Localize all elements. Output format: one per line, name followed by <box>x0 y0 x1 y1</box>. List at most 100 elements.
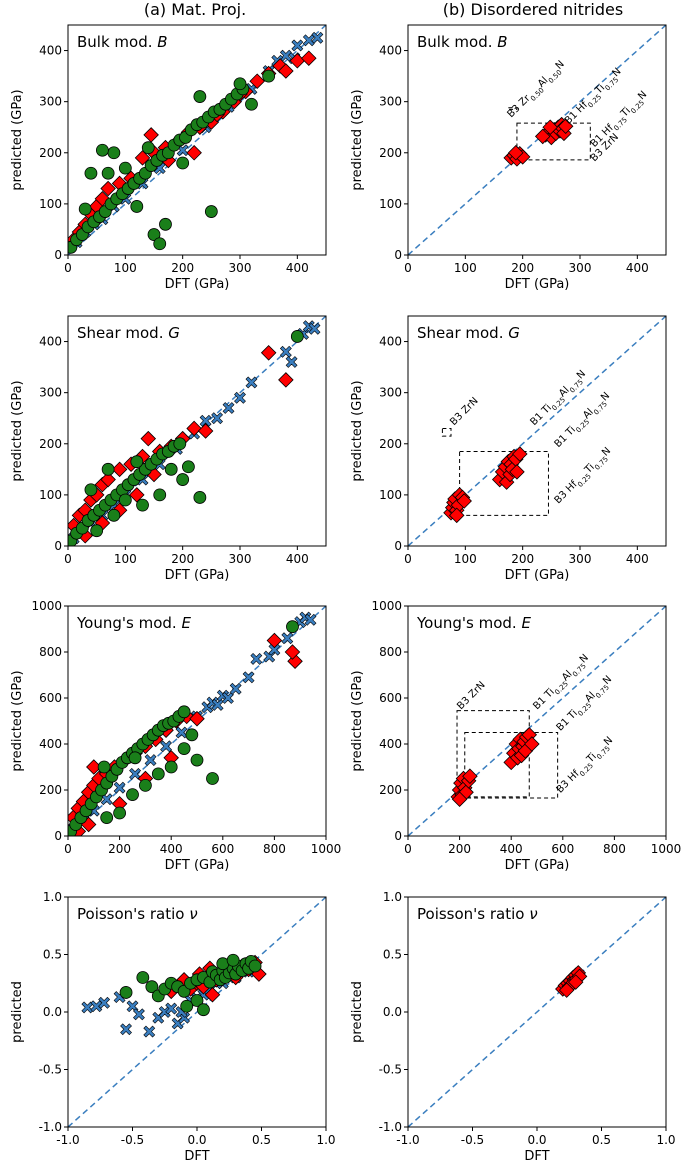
point-diamond <box>249 73 265 89</box>
point-diamond <box>287 653 303 669</box>
point-circle <box>153 237 167 251</box>
point-circle <box>173 437 187 451</box>
y-tick-label: 400 <box>39 335 62 349</box>
plot-frame <box>407 315 667 547</box>
x-tick-label: -0.5 <box>461 1133 484 1147</box>
y-axis-label: predicted (GPa) <box>350 89 365 190</box>
point-circle <box>90 524 104 538</box>
x-tick-label: 800 <box>603 842 626 856</box>
plot-area <box>408 897 666 1127</box>
panel-poisson-dn: -1.0 -0.5 0.0 0.5 1.0 -1.0 -0.5 0.0 0.5 1.0 DFT pre… <box>350 890 676 1164</box>
x-axis-label: DFT (GPa) <box>505 858 570 873</box>
point-cross <box>113 781 126 794</box>
x-tick-label: 300 <box>229 261 252 275</box>
y-tick-label: 800 <box>379 645 402 659</box>
y-tick-label: 300 <box>379 386 402 400</box>
x-tick-label: 100 <box>454 261 477 275</box>
y-tick-label: 400 <box>39 44 62 58</box>
point-circle <box>248 959 262 973</box>
panel-title: Bulk mod. B <box>417 33 508 51</box>
point-diamond <box>129 487 145 503</box>
x-tick-label: 0 <box>64 261 72 275</box>
y-tick-label: -0.5 <box>39 1063 62 1077</box>
point-circle <box>177 742 191 755</box>
point-circle <box>190 994 204 1007</box>
point-circle <box>130 200 144 213</box>
y-axis-label: predicted <box>10 981 25 1043</box>
point-circle <box>96 143 109 157</box>
point-circle <box>181 460 195 474</box>
x-tick-label: 0 <box>404 552 412 566</box>
x-tick-label: 100 <box>114 552 137 566</box>
point-cross <box>242 671 255 684</box>
point-circle <box>290 330 304 343</box>
x-tick-label: 0.5 <box>252 1133 271 1147</box>
annotation-label: B1 Ti0.25Al0.75N <box>528 368 590 430</box>
point-diamond <box>278 372 294 388</box>
point-diamond <box>558 982 575 998</box>
point-cross <box>234 391 246 404</box>
x-tick-label: 200 <box>511 261 534 275</box>
plot-frame <box>67 605 327 837</box>
point-diamond <box>534 128 551 145</box>
x-tick-label: 0 <box>404 842 412 856</box>
panels: 0 100 200 300 400 0 100 200 300 400 DFT (GPa) predi… <box>10 24 681 1164</box>
point-circle <box>190 753 204 767</box>
y-tick-label: 100 <box>39 488 62 502</box>
plot-area <box>68 316 326 546</box>
point-diamond <box>140 430 157 447</box>
annotation-label: B3 ZrN <box>448 396 480 428</box>
point-circle <box>101 462 115 476</box>
annotation-box <box>464 732 559 799</box>
point-circle <box>136 498 149 512</box>
x-tick-label: 1.0 <box>316 1133 335 1147</box>
diagonal-line <box>408 25 666 255</box>
y-tick-label: 0 <box>394 248 402 262</box>
y-tick-label: -1.0 <box>379 1120 402 1134</box>
annotation-label: B3 Hf0.25Ti0.75N <box>555 735 618 798</box>
diagonal-line <box>408 316 666 546</box>
point-circle <box>245 97 258 111</box>
point-cross <box>304 613 317 626</box>
column-title-mat-proj: (a) Mat. Proj. <box>144 0 246 19</box>
point-cross <box>133 1008 145 1021</box>
point-diamond <box>186 145 202 161</box>
x-tick-label: 300 <box>569 261 592 275</box>
point-cross <box>302 34 315 47</box>
x-tick-label: 200 <box>511 552 534 566</box>
annotation-box <box>441 427 452 437</box>
point-circle <box>177 705 191 719</box>
x-tick-label: 0 <box>404 261 412 275</box>
y-tick-label: 300 <box>39 386 62 400</box>
x-axis-label: DFT (GPa) <box>165 277 230 292</box>
point-cross <box>211 412 223 425</box>
panel-title: Poisson's ratio ν <box>417 905 538 923</box>
y-axis-label: predicted (GPa) <box>350 380 365 481</box>
y-tick-label: 300 <box>39 95 62 109</box>
annotation-label: B3 Zr0.50Al0.50N <box>506 59 569 122</box>
panel-title: Young's mod. E <box>416 614 531 632</box>
x-tick-label: 200 <box>448 842 471 856</box>
y-tick-label: 400 <box>379 44 402 58</box>
column-title-disordered-nitrides: (b) Disordered nitrides <box>443 0 623 19</box>
point-circle <box>119 986 133 999</box>
x-axis-label: DFT <box>524 1149 549 1164</box>
point-circle <box>164 760 178 774</box>
y-tick-label: 0 <box>54 539 62 553</box>
point-diamond <box>462 768 478 784</box>
point-cross <box>250 652 263 665</box>
point-circle <box>206 772 219 785</box>
diagonal-line <box>408 606 666 836</box>
point-cross <box>222 402 235 414</box>
y-tick-label: 0.5 <box>383 948 402 962</box>
point-cross <box>222 692 234 704</box>
panel-title: Young's mod. E <box>76 614 191 632</box>
point-cross <box>291 39 304 52</box>
point-circle <box>97 760 111 774</box>
x-tick-label: 400 <box>286 261 309 275</box>
point-cross <box>165 1002 178 1015</box>
y-tick-label: 200 <box>379 437 402 451</box>
